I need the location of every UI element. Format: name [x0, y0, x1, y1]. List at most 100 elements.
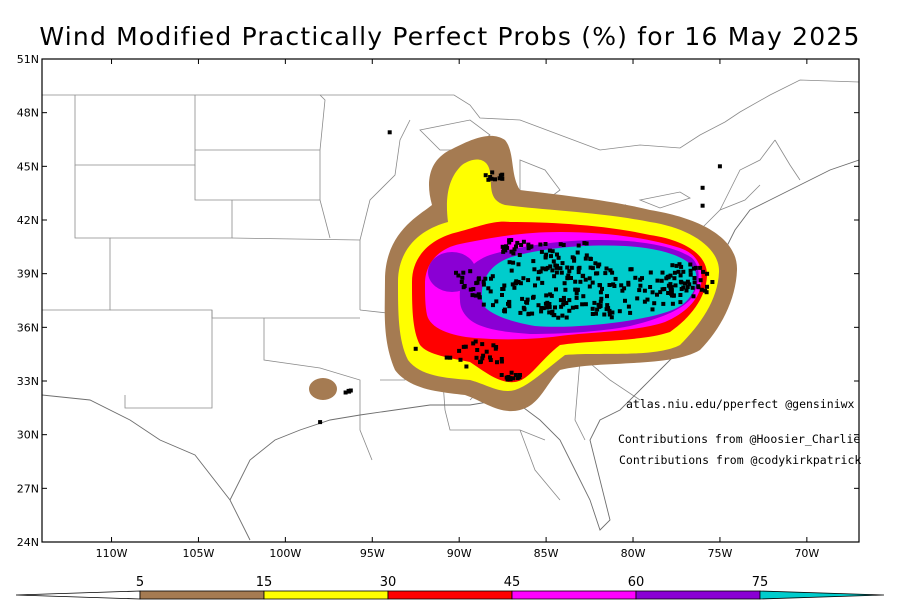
- storm-report-marker: [502, 283, 507, 288]
- storm-report-marker: [500, 176, 505, 181]
- storm-report-marker: [655, 292, 659, 297]
- storm-report-marker: [679, 287, 684, 291]
- storm-report-marker: [456, 273, 461, 278]
- storm-report-marker: [491, 343, 496, 348]
- storm-report-marker: [619, 283, 624, 288]
- storm-report-marker: [488, 289, 493, 294]
- storm-report-marker: [628, 310, 633, 315]
- storm-report-marker: [550, 249, 555, 254]
- storm-report-marker: [515, 376, 520, 381]
- storm-report-marker: [633, 275, 638, 280]
- storm-report-marker: [547, 248, 552, 253]
- storm-report-marker: [550, 311, 555, 316]
- storm-report-marker: [498, 173, 503, 178]
- storm-report-marker: [678, 300, 683, 305]
- lon-tick-label: 70W: [794, 547, 819, 560]
- storm-report-marker: [655, 278, 660, 283]
- storm-report-marker: [548, 264, 553, 269]
- storm-report-marker: [666, 274, 671, 279]
- storm-report-marker: [454, 270, 458, 275]
- storm-report-marker: [563, 287, 568, 292]
- storm-report-marker: [538, 242, 543, 247]
- storm-report-marker: [683, 281, 687, 286]
- storm-report-marker: [688, 272, 693, 277]
- storm-report-marker: [607, 312, 612, 317]
- storm-report-marker: [693, 265, 698, 270]
- storm-report-marker: [474, 355, 479, 360]
- storm-report-marker: [590, 306, 595, 311]
- lat-tick-label: 33N: [17, 375, 39, 388]
- storm-report-marker: [501, 246, 506, 251]
- storm-report-marker: [461, 270, 466, 275]
- storm-report-marker: [577, 265, 582, 270]
- storm-report-marker: [549, 254, 553, 259]
- storm-report-marker: [604, 266, 609, 271]
- lat-tick-label: 30N: [17, 429, 39, 442]
- storm-report-marker: [588, 257, 593, 261]
- contour-60-illinois: [428, 252, 476, 292]
- storm-report-marker: [489, 276, 493, 281]
- storm-report-marker: [698, 265, 703, 270]
- legend-label: 60: [628, 575, 645, 590]
- storm-report-marker: [700, 203, 705, 208]
- storm-report-marker: [598, 290, 603, 295]
- storm-report-marker: [526, 312, 531, 317]
- storm-report-marker: [497, 176, 502, 181]
- storm-report-marker: [703, 288, 708, 293]
- legend-label: 5: [136, 575, 144, 590]
- storm-report-marker: [560, 313, 565, 318]
- storm-report-marker: [590, 266, 595, 271]
- storm-report-marker: [598, 299, 603, 304]
- storm-report-marker: [521, 276, 526, 281]
- storm-report-marker: [562, 298, 566, 303]
- storm-report-marker: [554, 265, 559, 270]
- storm-report-marker: [661, 301, 666, 306]
- storm-report-marker: [569, 265, 574, 270]
- storm-report-marker: [413, 346, 418, 351]
- storm-report-marker: [520, 296, 525, 301]
- storm-report-marker: [673, 283, 678, 288]
- storm-report-marker: [553, 305, 557, 310]
- storm-report-marker: [555, 252, 559, 257]
- storm-report-marker: [626, 304, 631, 309]
- lon-tick-label: 105W: [183, 547, 215, 560]
- storm-report-marker: [484, 349, 489, 354]
- storm-report-marker: [638, 283, 643, 288]
- storm-report-marker: [507, 240, 512, 245]
- storm-report-marker: [486, 177, 491, 182]
- storm-report-marker: [547, 310, 552, 315]
- storm-report-marker: [607, 308, 612, 313]
- storm-report-marker: [513, 373, 518, 377]
- legend-color-box: [511, 590, 637, 600]
- storm-report-marker: [578, 279, 583, 284]
- storm-report-marker: [567, 308, 572, 313]
- storm-report-marker: [559, 304, 564, 309]
- storm-report-marker: [626, 280, 631, 285]
- storm-report-marker: [678, 293, 683, 297]
- storm-report-marker: [526, 242, 531, 247]
- storm-report-marker: [608, 268, 613, 273]
- storm-report-marker: [684, 288, 689, 293]
- lat-tick-label: 51N: [17, 53, 39, 66]
- storm-report-marker: [691, 294, 696, 299]
- storm-report-marker: [573, 287, 578, 292]
- storm-report-marker: [597, 262, 602, 267]
- storm-report-marker: [548, 292, 553, 297]
- storm-report-marker: [574, 305, 579, 310]
- storm-report-marker: [710, 280, 715, 284]
- storm-report-marker: [459, 280, 464, 284]
- storm-report-marker: [581, 273, 586, 278]
- storm-report-marker: [629, 267, 634, 272]
- storm-report-marker: [483, 173, 488, 178]
- storm-report-marker: [600, 286, 604, 291]
- storm-report-marker: [672, 270, 677, 275]
- legend-label: 30: [380, 575, 397, 590]
- storm-report-marker: [596, 302, 601, 307]
- storm-report-marker: [687, 282, 692, 287]
- storm-report-marker: [499, 357, 504, 361]
- storm-report-marker: [502, 308, 507, 313]
- storm-report-marker: [507, 304, 512, 309]
- storm-report-marker: [552, 313, 557, 318]
- storm-report-marker: [587, 284, 592, 289]
- storm-report-marker: [494, 345, 499, 349]
